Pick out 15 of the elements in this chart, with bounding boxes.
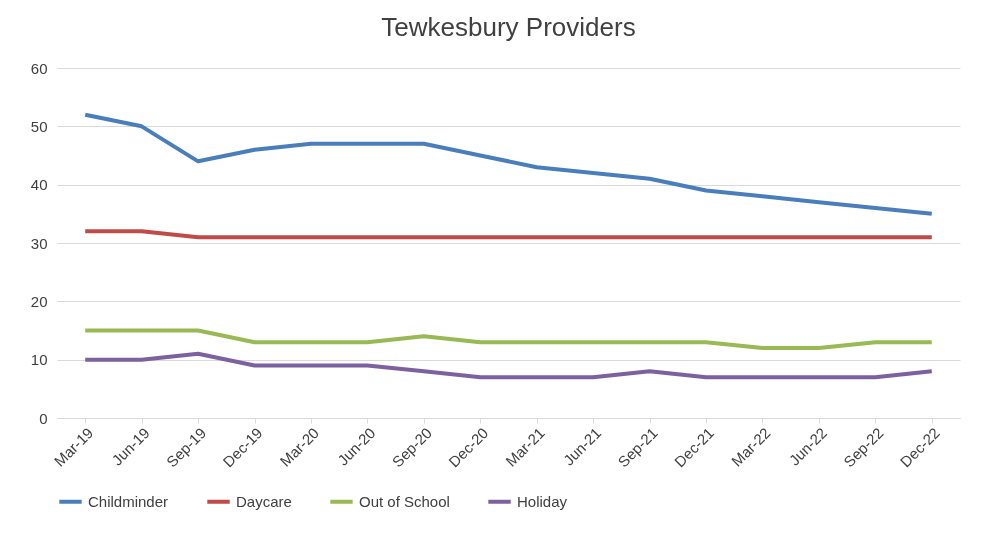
line-series xyxy=(83,351,934,380)
y-tick-label: 40 xyxy=(30,176,48,194)
y-tick-label: 0 xyxy=(39,409,48,427)
y-tick-label: 10 xyxy=(30,351,48,369)
legend-label: Daycare xyxy=(236,492,292,510)
chart-title: Tewkesbury Providers xyxy=(381,12,636,42)
y-tick-label: 60 xyxy=(30,59,48,77)
legend-label: Out of School xyxy=(359,492,450,510)
line-series xyxy=(83,112,934,216)
legend-label: Childminder xyxy=(88,492,169,510)
y-tick-label: 30 xyxy=(30,234,48,252)
y-tick-label: 20 xyxy=(30,292,48,310)
y-tick-label: 50 xyxy=(30,117,48,135)
legend-label: Holiday xyxy=(517,492,568,510)
line-series xyxy=(83,328,934,350)
